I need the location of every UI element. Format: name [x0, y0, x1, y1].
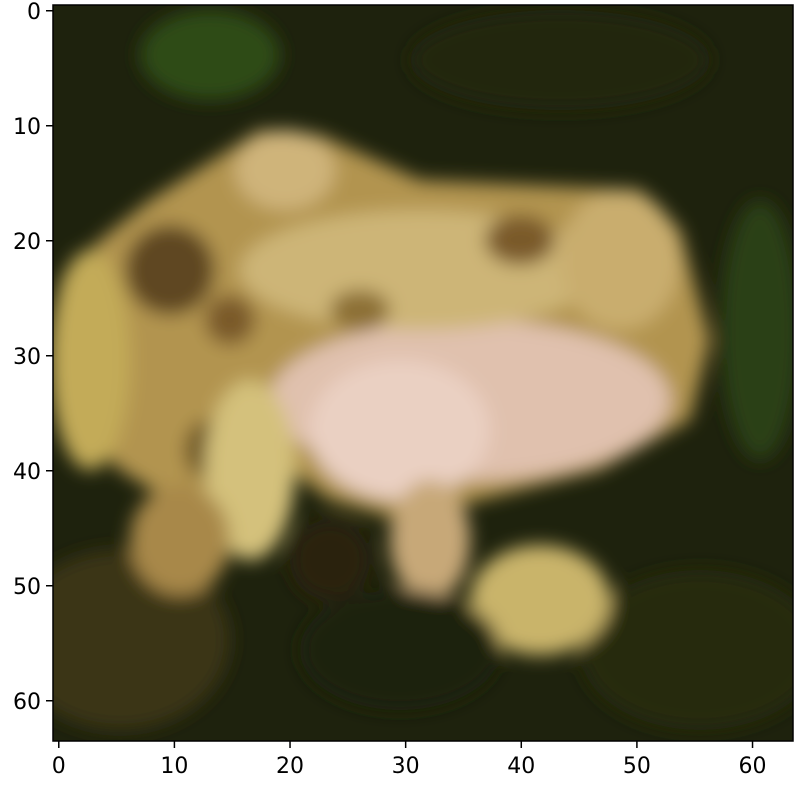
- x-tick-label: 60: [739, 754, 767, 779]
- y-tick-label: 0: [27, 0, 41, 25]
- y-tick-label: 20: [13, 230, 41, 255]
- y-tick-label: 60: [13, 690, 41, 715]
- frog-spot: [485, 215, 555, 265]
- x-tick-label: 20: [276, 754, 304, 779]
- y-tick-label: 10: [13, 115, 41, 140]
- image-plot-area: [53, 5, 793, 741]
- axes-frame: [52, 4, 794, 742]
- x-tick-label: 10: [160, 754, 188, 779]
- x-tick-label: 40: [507, 754, 535, 779]
- frog-foot: [390, 480, 470, 600]
- frog-leg: [53, 250, 130, 470]
- frog-foot: [470, 545, 610, 655]
- foliage-patch: [410, 10, 710, 110]
- frog-head: [560, 190, 680, 330]
- frog-spot: [330, 290, 390, 330]
- y-tick-label: 50: [13, 575, 41, 600]
- shadow: [290, 520, 370, 600]
- foliage-patch: [140, 10, 280, 100]
- foliage-patch: [53, 550, 230, 730]
- x-tick-label: 0: [52, 754, 66, 779]
- image-content: [53, 10, 793, 730]
- x-tick-label: 50: [623, 754, 651, 779]
- frog-spot: [205, 295, 255, 345]
- frog-spot: [125, 225, 215, 315]
- y-tick-label: 30: [13, 345, 41, 370]
- foliage-patch: [720, 200, 793, 460]
- frog-leg: [130, 485, 230, 595]
- shadow: [300, 590, 500, 710]
- frog-belly: [310, 360, 490, 500]
- y-tick-label: 40: [13, 460, 41, 485]
- foliage-patch: [580, 570, 793, 730]
- frog-leg: [205, 380, 295, 560]
- y-axis: 0 10 20 30 40 50 60: [13, 0, 53, 715]
- x-axis: 0 10 20 30 40 50 60: [52, 741, 767, 779]
- frog-eye-area: [235, 130, 335, 210]
- x-tick-label: 30: [392, 754, 420, 779]
